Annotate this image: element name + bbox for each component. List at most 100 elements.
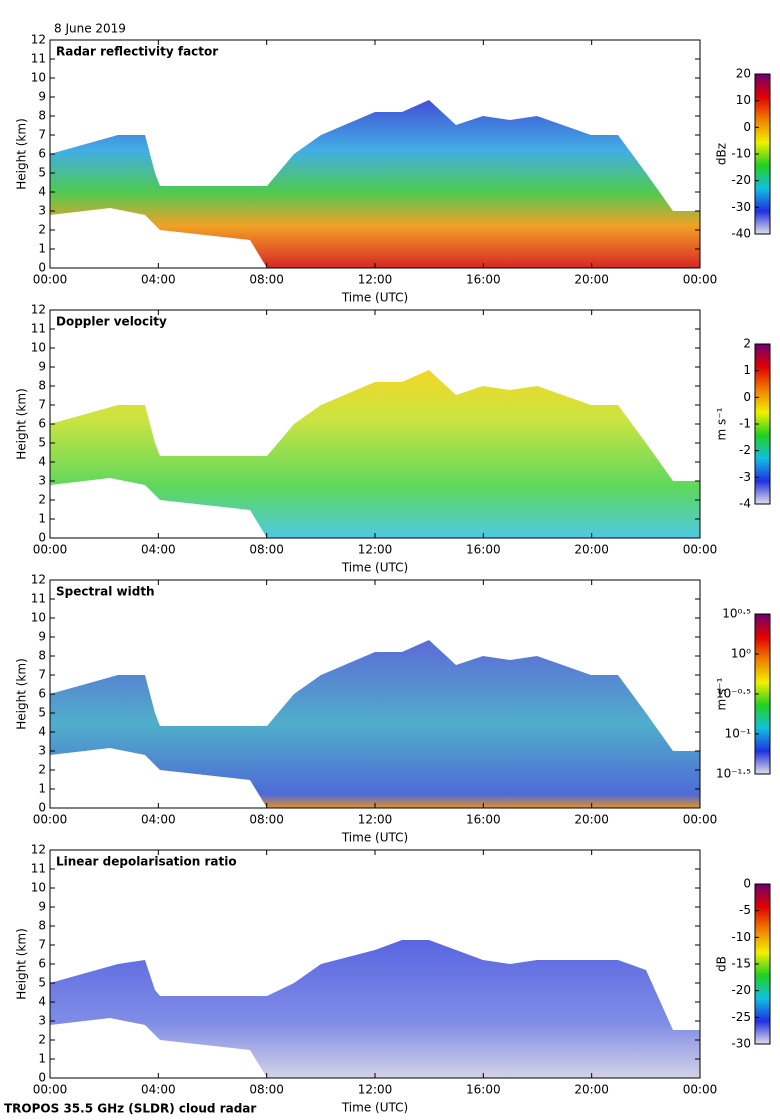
cloud-field	[50, 640, 700, 808]
y-tick-label: 0	[38, 1071, 46, 1085]
x-axis-label: Time (UTC)	[341, 291, 408, 305]
y-tick-label: 12	[31, 843, 46, 857]
footer: TROPOS 35.5 GHz (SLDR) cloud radar	[4, 1102, 256, 1116]
colorbar-tick-label: -10	[731, 930, 751, 944]
x-tick-label: 16:00	[466, 273, 501, 287]
x-tick-label: 00:00	[683, 543, 718, 557]
x-tick-label: 04:00	[141, 1083, 176, 1097]
colorbar-tick-label: 0	[743, 877, 751, 891]
y-tick-label: 8	[38, 109, 46, 123]
y-tick-label: 2	[38, 223, 46, 237]
y-tick-label: 9	[38, 90, 46, 104]
colorbar-tick-label: -25	[731, 1010, 751, 1024]
cloud-field	[50, 940, 700, 1078]
x-tick-label: 04:00	[141, 543, 176, 557]
y-tick-label: 7	[38, 668, 46, 682]
panel-title: Spectral width	[56, 585, 155, 599]
x-tick-label: 08:00	[249, 543, 284, 557]
x-tick-label: 00:00	[683, 813, 718, 827]
x-tick-label: 12:00	[358, 813, 393, 827]
y-tick-label: 8	[38, 919, 46, 933]
y-tick-label: 2	[38, 763, 46, 777]
y-tick-label: 9	[38, 630, 46, 644]
y-tick-label: 6	[38, 147, 46, 161]
y-axis-label: Height (km)	[15, 658, 29, 729]
colorbar-tick-label: 10	[736, 93, 751, 107]
colorbar-tick-label: -30	[731, 1037, 751, 1051]
y-tick-label: 10	[31, 341, 46, 355]
y-tick-label: 5	[38, 706, 46, 720]
y-tick-label: 5	[38, 166, 46, 180]
y-tick-label: 11	[31, 862, 46, 876]
y-tick-label: 9	[38, 360, 46, 374]
colorbar-tick-label: 0	[743, 390, 751, 404]
colorbar-tick-label: 10⁰·⁵	[722, 607, 751, 621]
x-tick-label: 16:00	[466, 813, 501, 827]
y-tick-label: 4	[38, 725, 46, 739]
colorbar-tick-label: -10	[731, 147, 751, 161]
y-tick-label: 8	[38, 649, 46, 663]
y-tick-label: 6	[38, 417, 46, 431]
x-tick-label: 08:00	[249, 273, 284, 287]
x-tick-label: 00:00	[33, 273, 68, 287]
date: 8 June 2019	[54, 22, 126, 36]
colorbar-tick-label: -20	[731, 173, 751, 187]
x-tick-label: 08:00	[249, 1083, 284, 1097]
y-axis-label: Height (km)	[15, 118, 29, 189]
colorbar-tick-label: -2	[739, 443, 751, 457]
x-tick-label: 20:00	[574, 813, 609, 827]
x-tick-label: 16:00	[466, 543, 501, 557]
y-tick-label: 11	[31, 322, 46, 336]
y-tick-label: 12	[31, 573, 46, 587]
y-tick-label: 12	[31, 303, 46, 317]
y-tick-label: 2	[38, 1033, 46, 1047]
colorbar-tick-label: 1	[743, 363, 751, 377]
y-tick-label: 5	[38, 436, 46, 450]
y-tick-label: 11	[31, 52, 46, 66]
colorbar-label: m s⁻¹	[715, 677, 729, 710]
colorbar-tick-label: 10⁻¹	[725, 726, 752, 740]
x-axis-label: Time (UTC)	[341, 1101, 408, 1115]
y-tick-label: 1	[38, 512, 46, 526]
x-tick-label: 20:00	[574, 1083, 609, 1097]
y-tick-label: 3	[38, 744, 46, 758]
y-tick-label: 11	[31, 592, 46, 606]
colorbar-tick-label: -15	[731, 957, 751, 971]
x-tick-label: 00:00	[33, 1083, 68, 1097]
colorbar-tick-label: -1	[739, 417, 751, 431]
x-tick-label: 00:00	[33, 543, 68, 557]
colorbar-tick-label: -3	[739, 470, 751, 484]
y-tick-label: 10	[31, 71, 46, 85]
y-tick-label: 2	[38, 493, 46, 507]
x-tick-label: 04:00	[141, 273, 176, 287]
panel-title: Linear depolarisation ratio	[56, 855, 237, 869]
colorbar-label: dBz	[715, 143, 729, 165]
y-tick-label: 3	[38, 204, 46, 218]
y-tick-label: 10	[31, 611, 46, 625]
y-tick-label: 12	[31, 33, 46, 47]
colorbar-label: m s⁻¹	[715, 407, 729, 440]
y-tick-label: 7	[38, 128, 46, 142]
panel-title: Radar reflectivity factor	[56, 45, 218, 59]
y-tick-label: 6	[38, 957, 46, 971]
cloud-field	[50, 370, 700, 538]
y-tick-label: 4	[38, 995, 46, 1009]
colorbar-tick-label: 0	[743, 120, 751, 134]
x-tick-label: 00:00	[683, 273, 718, 287]
y-tick-label: 3	[38, 1014, 46, 1028]
x-axis-label: Time (UTC)	[341, 561, 408, 575]
x-tick-label: 08:00	[249, 813, 284, 827]
cloud-field	[50, 100, 700, 268]
x-tick-label: 12:00	[358, 543, 393, 557]
y-axis-label: Height (km)	[15, 928, 29, 999]
colorbar-tick-label: -30	[731, 200, 751, 214]
colorbar-tick-label: 20	[736, 67, 751, 81]
x-tick-label: 12:00	[358, 273, 393, 287]
colorbar-label: dB	[715, 956, 729, 972]
y-tick-label: 10	[31, 881, 46, 895]
colorbar-tick-label: 10⁰	[731, 646, 751, 660]
y-tick-label: 3	[38, 474, 46, 488]
y-tick-label: 7	[38, 938, 46, 952]
y-tick-label: 1	[38, 782, 46, 796]
